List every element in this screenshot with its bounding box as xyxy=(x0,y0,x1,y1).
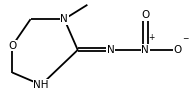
Text: +: + xyxy=(148,33,154,42)
Text: −: − xyxy=(182,34,188,43)
Text: O: O xyxy=(8,41,16,51)
Text: O: O xyxy=(174,45,182,55)
Text: N: N xyxy=(107,45,114,55)
Text: N: N xyxy=(60,14,68,24)
Text: O: O xyxy=(141,10,149,20)
Text: NH: NH xyxy=(33,80,49,90)
Text: N: N xyxy=(141,45,149,55)
